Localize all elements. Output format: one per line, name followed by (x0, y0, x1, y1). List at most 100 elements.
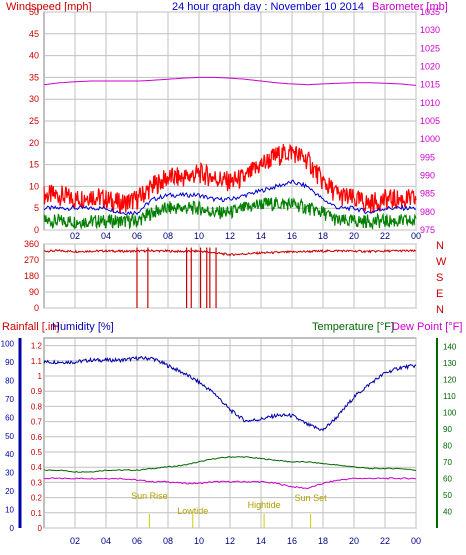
temperature-y-tick-label: 60 (443, 474, 452, 483)
weather-x-tick-label: 08 (163, 536, 173, 546)
wind-y-tick-label: 10 (29, 181, 39, 191)
temperature-axis-title: Temperature [°F] (312, 321, 394, 333)
event-label: Sun Rise (131, 491, 168, 501)
weather-x-tick-label: 00 (411, 536, 421, 546)
rain-y-tick-label: 0 (38, 524, 43, 533)
rain-y-tick-label: 0.7 (31, 418, 43, 427)
wind-x-tick-label: 20 (349, 231, 359, 241)
barometer-line (43, 76, 417, 86)
humidity-y-tick-label: 80 (5, 376, 14, 385)
dew-point-axis-title: Dew Point [°F] (392, 321, 462, 333)
rain-y-tick-label: 0.9 (31, 387, 43, 396)
temperature-y-tick-label: 50 (443, 491, 452, 500)
temperature-y-tick-label: 40 (443, 507, 452, 516)
humidity-y-tick-label: 50 (5, 432, 14, 441)
rain-y-tick-label: 0.4 (31, 463, 43, 472)
humidity-y-tick-label: 20 (5, 487, 14, 496)
temperature-y-tick-label: 130 (443, 359, 457, 368)
barometer-y-tick-label: 975 (420, 225, 435, 235)
temperature-y-tick-label: 140 (443, 342, 457, 351)
barometer-y-tick-label: 1000 (420, 134, 440, 144)
barometer-axis-title: Barometer [mb] (372, 1, 448, 13)
compass-label: S (436, 272, 443, 284)
weather-x-tick-label: 12 (225, 536, 235, 546)
wind-y-tick-label: 35 (29, 72, 39, 82)
wind-y-tick-label: 50 (29, 7, 39, 17)
rain-y-tick-label: 0.2 (31, 494, 43, 503)
wind-x-tick-label: 12 (225, 231, 235, 241)
temperature-y-tick-label: 80 (443, 441, 452, 450)
temperature-y-tick-label: 100 (443, 408, 457, 417)
wind-x-tick-label: 16 (287, 231, 297, 241)
direction-line (43, 248, 417, 257)
direction-y-tick-label: 0 (34, 303, 39, 313)
wind-x-tick-label: 18 (318, 231, 328, 241)
rain-y-tick-label: 1.2 (31, 342, 43, 351)
rain-y-tick-label: 0.8 (31, 402, 43, 411)
rain-y-tick-label: 0.1 (31, 509, 43, 518)
wind-x-tick-label: 04 (101, 231, 111, 241)
direction-y-tick-label: 270 (24, 255, 39, 265)
wind-x-tick-label: 10 (194, 231, 204, 241)
chart-title: 24 hour graph day : November 10 2014 (172, 1, 364, 13)
wind-y-tick-label: 20 (29, 138, 39, 148)
barometer-y-tick-label: 995 (420, 152, 435, 162)
humidity-y-tick-label: 90 (5, 358, 14, 367)
compass-label: E (436, 288, 443, 300)
wind-x-tick-label: 08 (163, 231, 173, 241)
weather-x-tick-label: 14 (256, 536, 266, 546)
humidity-y-tick-label: 40 (5, 450, 14, 459)
temperature-y-tick-label: 90 (443, 425, 452, 434)
rain-y-tick-label: 1.1 (31, 357, 43, 366)
wind-x-tick-label: 22 (380, 231, 390, 241)
barometer-y-tick-label: 990 (420, 171, 435, 181)
barometer-y-tick-label: 1010 (420, 98, 440, 108)
wind-y-tick-label: 15 (29, 160, 39, 170)
wind-y-tick-label: 25 (29, 116, 39, 126)
direction-y-tick-label: 90 (29, 287, 39, 297)
wind-y-tick-label: 45 (29, 29, 39, 39)
direction-y-tick-label: 360 (24, 239, 39, 249)
temperature-line (43, 456, 417, 473)
humidity-axis-title: Humidity [%] (52, 321, 114, 333)
wind-y-tick-label: 0 (34, 225, 39, 235)
barometer-y-tick-label: 1025 (420, 43, 440, 53)
wind-average-line (43, 179, 417, 216)
windspeed-axis-title: Windspeed [mph] (6, 1, 92, 13)
weather-x-tick-label: 02 (70, 536, 80, 546)
weather-x-tick-label: 18 (318, 536, 328, 546)
humidity-y-tick-label: 70 (5, 395, 14, 404)
weather-x-tick-label: 04 (101, 536, 111, 546)
rain-y-tick-label: 1 (38, 372, 43, 381)
temperature-y-tick-label: 120 (443, 375, 457, 384)
wind-x-tick-label: 00 (411, 231, 421, 241)
event-label: Hightide (248, 500, 281, 510)
barometer-y-tick-label: 1035 (420, 7, 440, 17)
barometer-y-tick-label: 1015 (420, 80, 440, 90)
event-label: Lowtide (177, 506, 208, 516)
rain-y-tick-label: 0.6 (31, 433, 43, 442)
barometer-y-tick-label: 1030 (420, 25, 440, 35)
barometer-y-tick-label: 985 (420, 189, 435, 199)
rainfall-axis-title: Rainfall [.in] (2, 321, 59, 333)
humidity-line (43, 355, 417, 432)
wind-y-tick-label: 40 (29, 51, 39, 61)
temperature-y-tick-label: 110 (443, 392, 456, 401)
dew-point-line (43, 477, 417, 490)
compass-label: W (436, 256, 447, 268)
humidity-y-tick-label: 60 (5, 413, 14, 422)
compass-label: N (436, 304, 444, 316)
wind-y-tick-label: 30 (29, 94, 39, 104)
humidity-y-tick-label: 10 (5, 506, 14, 515)
humidity-y-tick-label: 0 (10, 524, 15, 533)
wind-x-tick-label: 14 (256, 231, 266, 241)
weather-x-tick-label: 06 (132, 536, 142, 546)
wind-x-tick-label: 06 (132, 231, 142, 241)
wind-y-tick-label: 5 (34, 203, 39, 213)
wind-gust-line (43, 143, 417, 215)
wind-x-tick-label: 02 (70, 231, 80, 241)
barometer-y-tick-label: 1020 (420, 62, 440, 72)
rain-y-tick-label: 0.5 (31, 448, 43, 457)
wind-low-line (43, 196, 417, 230)
